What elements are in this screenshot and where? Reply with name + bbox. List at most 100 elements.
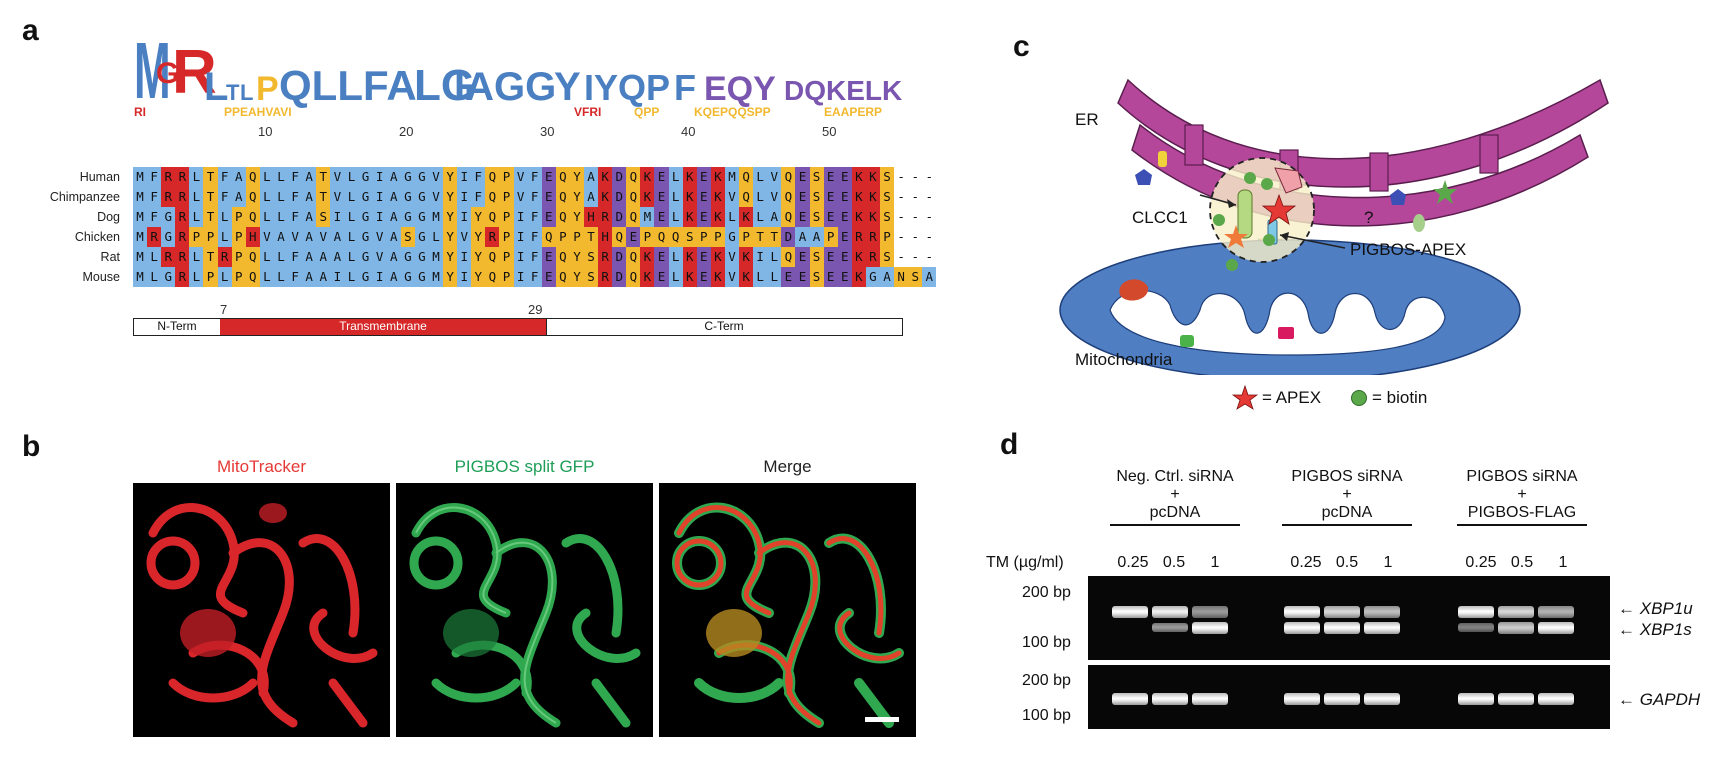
residue: E <box>541 187 556 207</box>
residue: S <box>584 247 599 267</box>
residue: L <box>147 267 162 287</box>
residue: A <box>386 207 401 227</box>
residue: L <box>668 187 683 207</box>
residue: L <box>344 227 359 247</box>
residue: Q <box>626 167 641 187</box>
residue: Y <box>569 247 584 267</box>
residue: - <box>911 189 919 204</box>
svg-text:P: P <box>256 70 279 108</box>
residue: S <box>908 267 923 287</box>
panel-letter-c: c <box>1013 30 1030 63</box>
residue: I <box>457 207 472 227</box>
apex-star-icon <box>1232 385 1258 410</box>
residue: K <box>739 267 754 287</box>
residue: E <box>795 247 810 267</box>
residue: Q <box>555 207 570 227</box>
residue: Q <box>245 167 260 187</box>
residue: L <box>273 247 289 267</box>
residue: V <box>767 187 782 207</box>
residue: K <box>710 247 725 267</box>
residue: - <box>925 209 934 224</box>
residue: - <box>911 209 919 224</box>
residue: E <box>795 267 810 287</box>
residue: Q <box>626 247 641 267</box>
residue: G <box>400 167 415 187</box>
residue: M <box>133 227 148 247</box>
sequence-logo: M G R L T L P QLLFA LG IAGG Y IYQP F EQY… <box>134 28 904 119</box>
residue: Y <box>471 267 486 287</box>
residue: R <box>175 207 190 227</box>
residue: K <box>682 167 697 187</box>
residue: F <box>217 187 232 207</box>
dose-2-2: 0.5 <box>1335 554 1359 571</box>
residue: - <box>911 229 919 244</box>
residue: E <box>795 207 810 227</box>
marker-29: 29 <box>528 302 543 317</box>
residue: L <box>259 167 274 187</box>
residue: L <box>189 207 204 227</box>
residue: M <box>133 247 148 267</box>
residue: S <box>879 207 895 227</box>
residue: A <box>316 247 331 267</box>
residue: K <box>640 187 655 207</box>
residue: Q <box>668 227 683 247</box>
residue: G <box>400 247 415 267</box>
residue: K <box>598 167 613 187</box>
svg-text:PPEAHVAVI: PPEAHVAVI <box>224 105 292 119</box>
residue: R <box>161 187 176 207</box>
residue: L <box>273 167 289 187</box>
residue: V <box>316 227 331 247</box>
residue: - <box>897 169 905 184</box>
residue: Q <box>541 227 556 247</box>
residue: Q <box>781 167 796 187</box>
residue: I <box>513 207 528 227</box>
residue: E <box>654 267 669 287</box>
residue: F <box>288 207 303 227</box>
mitotracker-title: MitoTracker <box>216 457 307 476</box>
residue: K <box>851 167 866 187</box>
position-40: 40 <box>681 124 696 139</box>
residue: Y <box>569 187 584 207</box>
residue: K <box>640 267 655 287</box>
dose-1-1: 0.25 <box>1117 554 1149 571</box>
residue: G <box>358 207 373 227</box>
residue: V <box>372 227 387 247</box>
residue: F <box>527 247 542 267</box>
residue: G <box>358 187 373 207</box>
svg-text:L: L <box>204 65 228 109</box>
residue: - <box>897 189 905 204</box>
residue: L <box>344 187 359 207</box>
residue: A <box>316 267 331 287</box>
residue: D <box>612 207 627 227</box>
residue: G <box>400 267 415 287</box>
residue: S <box>682 227 697 247</box>
dose-1-2: 0.5 <box>1162 554 1186 571</box>
residue: L <box>344 207 359 227</box>
residue: M <box>133 167 148 187</box>
group-neg-ctrl: Neg. Ctrl. siRNA + pcDNA <box>1090 468 1260 526</box>
residue: T <box>767 227 782 247</box>
residue: L <box>753 267 768 287</box>
residue: D <box>612 247 627 267</box>
residue: I <box>513 267 528 287</box>
marker-100bp-top: 100 bp <box>1022 634 1071 651</box>
gapdh-label: ← GAPDH <box>1618 690 1701 709</box>
dose-2-3: 1 <box>1383 554 1393 571</box>
gel-gapdh <box>1088 665 1610 729</box>
residue: R <box>865 247 880 267</box>
residue: A <box>386 267 401 287</box>
residue: Q <box>781 187 796 207</box>
residue: G <box>414 247 429 267</box>
residue: R <box>485 227 500 247</box>
residue: L <box>217 227 232 247</box>
residue: L <box>668 247 683 267</box>
residue: L <box>344 267 359 287</box>
residue: K <box>865 187 880 207</box>
alignment-row: Mouse M L G R L P L P Q L L F A A I L G I A G G M Y I Y Q P I F E Q Y S R D… <box>10 267 937 287</box>
residue: Q <box>612 227 627 247</box>
residue: L <box>753 207 768 227</box>
residue: S <box>584 267 599 287</box>
residue: A <box>386 247 401 267</box>
svg-text:M: M <box>134 28 171 115</box>
